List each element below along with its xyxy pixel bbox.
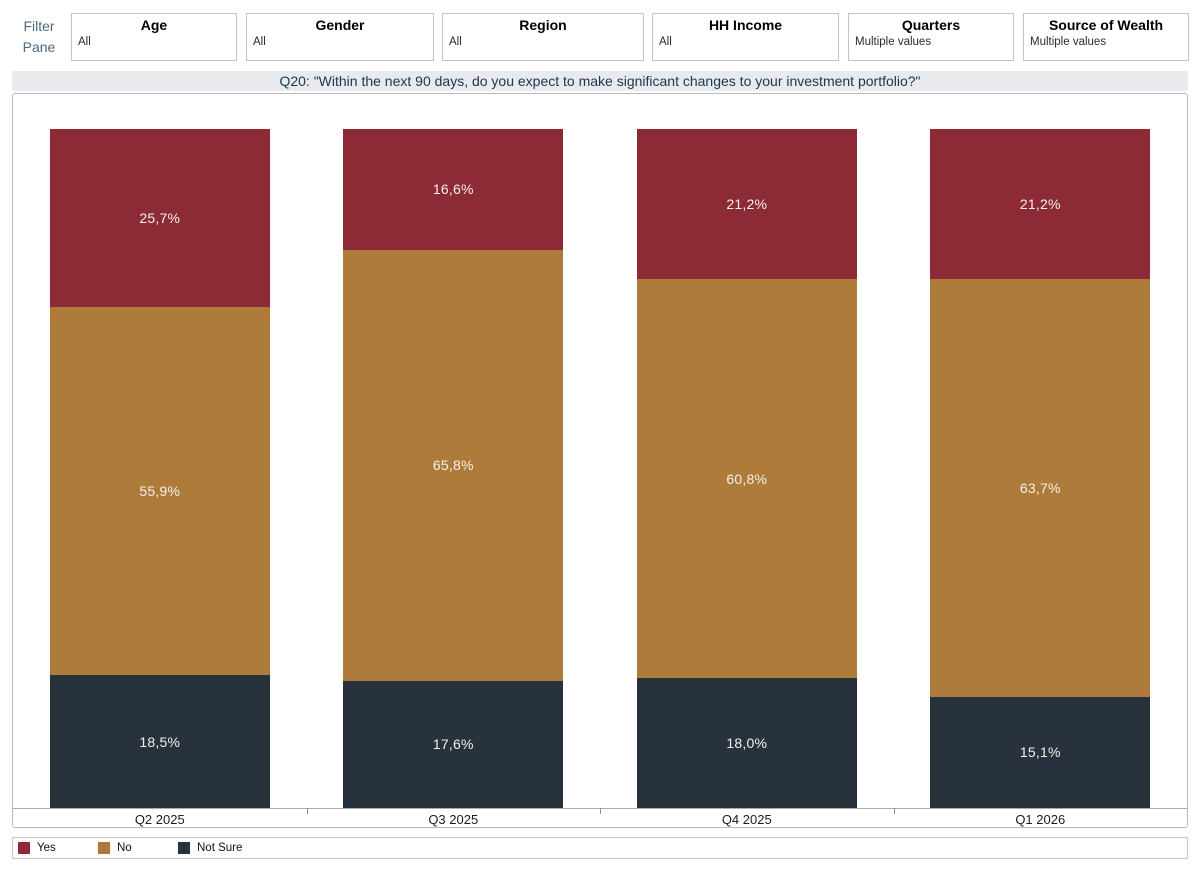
filter-value[interactable]: All <box>659 36 672 48</box>
axis-tick <box>600 808 601 814</box>
bar-segment-value-label: 63,7% <box>1019 479 1061 496</box>
filter-box-source-of-wealth[interactable]: Source of Wealth Multiple values <box>1023 13 1189 61</box>
bar-segment-value-label: 21,2% <box>1019 195 1061 212</box>
legend-swatch-yes <box>18 842 30 854</box>
axis-tick <box>893 808 895 814</box>
category-cell-q3-2025: 16,6% 65,8% 17,6% Q3 2025 <box>307 94 601 827</box>
filter-pane-label-line1: Filter <box>23 18 55 34</box>
category-cell-q4-2025: 21,2% 60,8% 18,0% Q4 2025 <box>600 94 894 827</box>
filter-title: Quarters <box>901 17 961 33</box>
axis-tick <box>306 808 308 814</box>
question-title-text: Q20: "Within the next 90 days, do you ex… <box>279 73 921 89</box>
filter-title: Age <box>140 17 168 33</box>
stacked-bar-q1-2026[interactable]: 21,2% 63,7% 15,1% <box>930 129 1151 808</box>
legend-item-yes[interactable]: Yes <box>18 842 98 854</box>
bar-segment-value-label: 16,6% <box>432 181 474 198</box>
bar-segment-value-label: 15,1% <box>1019 744 1061 761</box>
filter-title: HH Income <box>708 17 783 33</box>
legend-label: Not Sure <box>197 842 243 854</box>
plot-area: 25,7% 55,9% 18,5% Q2 2025 16,6% 65,8% 17,6% Q3 … <box>13 94 1187 827</box>
bar-segment-not-sure[interactable]: 17,6% <box>343 680 564 809</box>
bar-segment-value-label: 55,9% <box>139 483 181 500</box>
stacked-bar-q2-2025[interactable]: 25,7% 55,9% 18,5% <box>49 129 270 808</box>
bar-segment-yes[interactable]: 21,2% <box>930 129 1151 279</box>
filter-value[interactable]: All <box>253 36 266 48</box>
filter-title: Source of Wealth <box>1048 17 1164 33</box>
filter-title: Region <box>519 17 567 33</box>
filter-value[interactable]: Multiple values <box>855 36 932 48</box>
category-cell-q2-2025: 25,7% 55,9% 18,5% Q2 2025 <box>13 94 307 827</box>
filter-pane-label: Filter Pane <box>10 13 68 61</box>
bar-segment-no[interactable]: 65,8% <box>343 249 564 681</box>
bar-segment-yes[interactable]: 25,7% <box>49 129 270 307</box>
bar-segment-not-sure[interactable]: 18,5% <box>49 675 270 808</box>
legend-label: No <box>117 842 132 854</box>
filter-title: Gender <box>315 17 365 33</box>
filter-box-age[interactable]: Age All <box>71 13 237 61</box>
bar-segment-no[interactable]: 55,9% <box>49 307 270 676</box>
x-axis-label: Q1 2026 <box>1015 812 1066 827</box>
legend-item-not-sure[interactable]: Not Sure <box>178 842 258 854</box>
filter-value[interactable]: All <box>449 36 462 48</box>
bar-segment-value-label: 17,6% <box>432 736 474 753</box>
x-axis-label: Q4 2025 <box>721 812 772 827</box>
filter-pane-label-line2: Pane <box>22 39 56 55</box>
stacked-bar-q4-2025[interactable]: 21,2% 60,8% 18,0% <box>636 129 857 808</box>
legend-label: Yes <box>37 842 56 854</box>
bar-segment-yes[interactable]: 21,2% <box>636 129 857 279</box>
category-cell-q1-2026: 21,2% 63,7% 15,1% Q1 2026 <box>894 94 1188 827</box>
bar-segment-no[interactable]: 63,7% <box>930 278 1151 697</box>
filter-box-region[interactable]: Region All <box>442 13 644 61</box>
legend-swatch-not-sure <box>178 842 190 854</box>
legend-swatch-no <box>98 842 110 854</box>
filter-box-gender[interactable]: Gender All <box>246 13 434 61</box>
bar-segment-value-label: 25,7% <box>139 210 181 226</box>
bar-segment-value-label: 18,0% <box>726 735 768 752</box>
filter-box-hh-income[interactable]: HH Income All <box>652 13 839 61</box>
bar-segment-value-label: 21,2% <box>726 195 768 212</box>
filter-value[interactable]: All <box>78 36 91 48</box>
x-axis-label: Q2 2025 <box>134 812 185 827</box>
legend: Yes No Not Sure <box>12 837 1188 859</box>
bar-segment-value-label: 18,5% <box>139 733 181 750</box>
bar-segment-yes[interactable]: 16,6% <box>343 129 564 250</box>
bar-segment-no[interactable]: 60,8% <box>636 278 857 679</box>
chart-panel: 25,7% 55,9% 18,5% Q2 2025 16,6% 65,8% 17,6% Q3 … <box>12 93 1188 828</box>
stacked-bar-q3-2025[interactable]: 16,6% 65,8% 17,6% <box>343 129 564 809</box>
bar-segment-not-sure[interactable]: 18,0% <box>636 678 857 808</box>
x-axis-label: Q3 2025 <box>428 812 479 827</box>
filter-box-quarters[interactable]: Quarters Multiple values <box>848 13 1014 61</box>
legend-item-no[interactable]: No <box>98 842 178 854</box>
question-title-bar: Q20: "Within the next 90 days, do you ex… <box>12 71 1188 91</box>
bar-segment-value-label: 65,8% <box>432 457 474 474</box>
bar-segment-value-label: 60,8% <box>726 470 768 487</box>
bar-segment-not-sure[interactable]: 15,1% <box>930 696 1151 808</box>
filter-value[interactable]: Multiple values <box>1030 36 1107 48</box>
